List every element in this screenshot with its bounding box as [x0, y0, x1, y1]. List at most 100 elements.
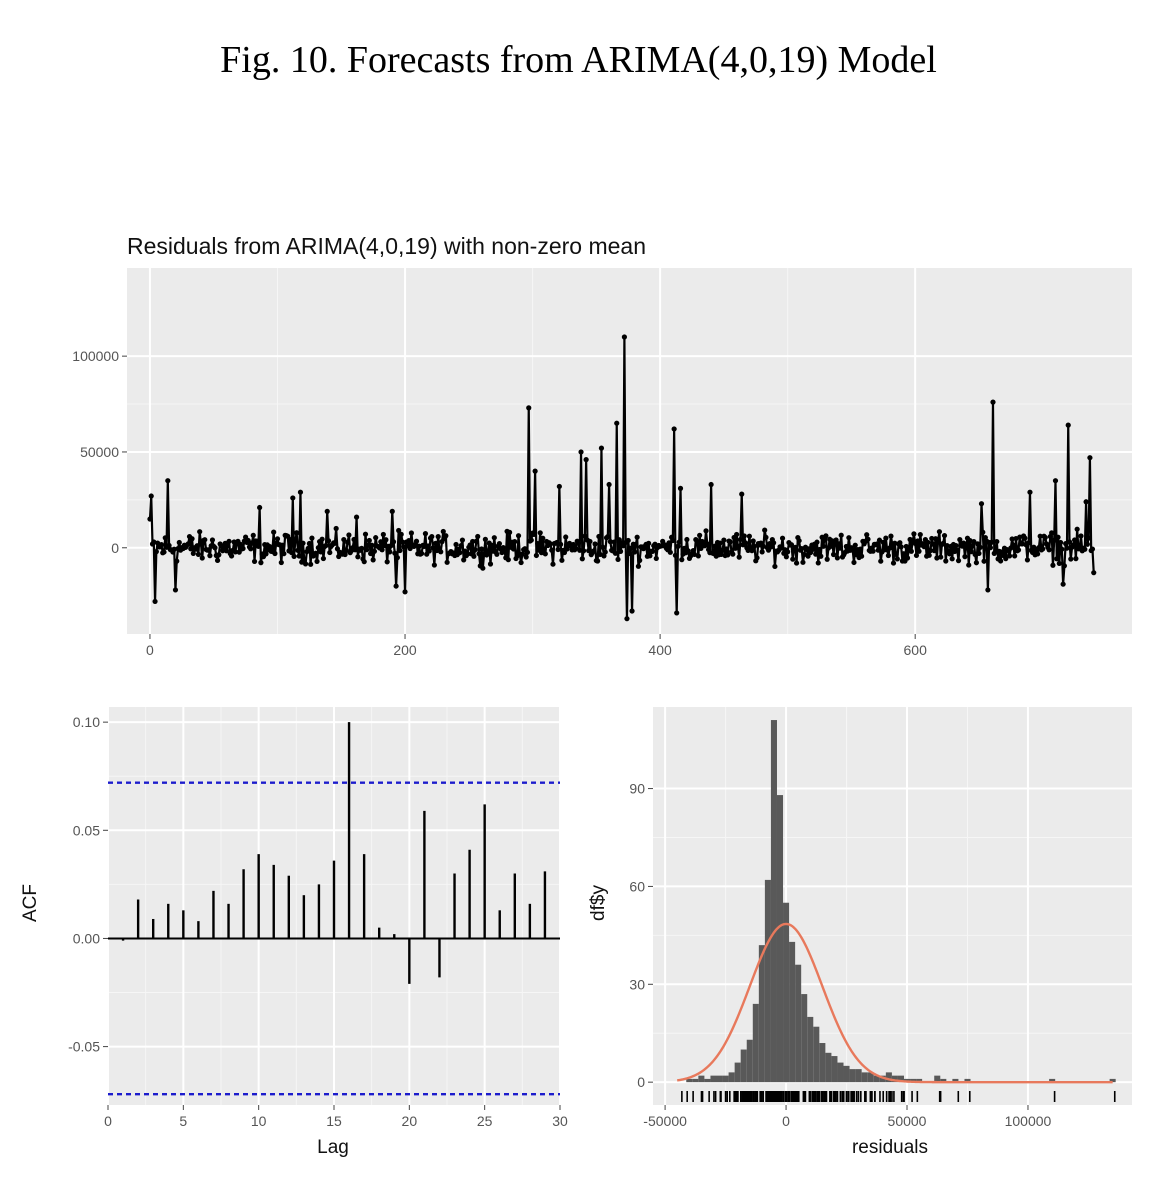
residual-point: [564, 546, 570, 552]
residual-point: [185, 541, 191, 547]
residuals-series: [147, 334, 1097, 622]
residual-point: [978, 501, 985, 507]
residual-point: [383, 537, 389, 543]
residual-point: [406, 537, 412, 544]
residual-point: [1052, 478, 1059, 484]
residual-point: [369, 542, 375, 548]
residual-point: [904, 555, 911, 561]
residual-point: [1091, 570, 1097, 576]
residual-point: [908, 548, 914, 554]
residual-point: [1003, 556, 1009, 562]
residual-point: [637, 557, 643, 563]
histogram-bar: [795, 964, 802, 1083]
residual-point: [1072, 537, 1078, 543]
histogram-bar: [831, 1056, 838, 1083]
residual-point: [1061, 563, 1068, 569]
residual-point: [300, 540, 306, 546]
residual-point: [870, 548, 876, 554]
residual-point: [464, 551, 471, 557]
residual-point: [1049, 530, 1055, 536]
acf-panel: 0 5 10 15 20 25 30 -0.05 0.00 0.05 0.10 Lag ACF: [20, 707, 568, 1158]
residual-point: [751, 543, 758, 549]
residual-point: [272, 550, 278, 557]
x-tick-label: 400: [648, 642, 672, 658]
residual-point: [515, 533, 522, 539]
residual-point: [672, 552, 679, 558]
residual-point: [727, 539, 733, 545]
residual-point: [800, 559, 806, 565]
residual-point: [535, 540, 541, 547]
residual-point: [394, 555, 400, 561]
residual-point: [1055, 534, 1061, 540]
residual-point: [1089, 546, 1096, 552]
residual-point: [523, 554, 529, 560]
residual-point: [559, 557, 565, 563]
residual-point: [384, 559, 390, 565]
residual-point: [294, 530, 300, 536]
residual-point: [890, 560, 897, 566]
residual-point: [943, 558, 949, 564]
residual-point: [763, 534, 769, 540]
histogram-bar: [752, 1003, 759, 1083]
residual-point: [971, 539, 977, 545]
residual-point: [846, 535, 852, 541]
residual-point: [876, 537, 883, 543]
histogram-bar: [807, 1016, 814, 1083]
histogram-bar: [710, 1075, 717, 1083]
residual-point: [577, 547, 583, 553]
residual-point: [494, 551, 500, 557]
y-tick-label: 0.05: [73, 822, 100, 838]
residual-point: [296, 553, 302, 559]
residual-point: [1006, 553, 1013, 559]
residuals-panel: Residuals from ARIMA(4,0,19) with non-ze…: [72, 233, 1132, 658]
residual-point: [1056, 560, 1062, 567]
x-tick-label: 0: [782, 1113, 790, 1129]
residual-point: [671, 426, 677, 432]
residual-point: [440, 528, 446, 535]
histogram-bar: [1049, 1078, 1056, 1083]
residual-point: [735, 543, 741, 549]
residual-point: [389, 508, 395, 514]
residual-point: [647, 553, 653, 559]
residual-point: [325, 538, 332, 544]
residual-point: [556, 483, 562, 490]
residual-point: [634, 534, 640, 540]
residual-point: [390, 539, 397, 545]
residual-point: [214, 557, 221, 564]
residual-point: [202, 537, 208, 543]
residual-point: [158, 542, 165, 548]
histogram-bar: [934, 1075, 941, 1083]
histogram-bar: [891, 1075, 898, 1083]
residual-point: [379, 547, 385, 553]
residual-point: [333, 525, 339, 532]
x-tick-label: 200: [393, 642, 417, 658]
residual-point: [677, 485, 684, 491]
residual-point: [278, 559, 284, 566]
residual-point: [962, 554, 968, 560]
residual-point: [779, 535, 786, 541]
residual-point: [549, 547, 555, 553]
residual-point: [1078, 533, 1084, 539]
residual-point: [917, 531, 923, 538]
y-tick-label: 0.10: [73, 714, 100, 730]
residual-point: [626, 550, 633, 557]
residual-point: [459, 537, 466, 543]
residual-point: [512, 539, 518, 545]
residual-point: [550, 561, 556, 567]
residual-point: [850, 547, 856, 553]
residual-point: [399, 539, 406, 545]
residual-point: [443, 533, 449, 539]
residual-point: [254, 538, 260, 544]
residual-point: [980, 529, 986, 535]
residual-point: [885, 552, 892, 559]
residual-point: [388, 543, 394, 549]
residual-point: [332, 540, 338, 546]
y-tick-label: 0.00: [73, 930, 100, 946]
residual-point: [749, 548, 755, 554]
residual-point: [575, 540, 582, 546]
residual-point: [287, 536, 293, 543]
residual-point: [1022, 535, 1028, 541]
residual-point: [491, 535, 497, 541]
residual-point: [703, 528, 709, 534]
residual-point: [851, 559, 857, 566]
